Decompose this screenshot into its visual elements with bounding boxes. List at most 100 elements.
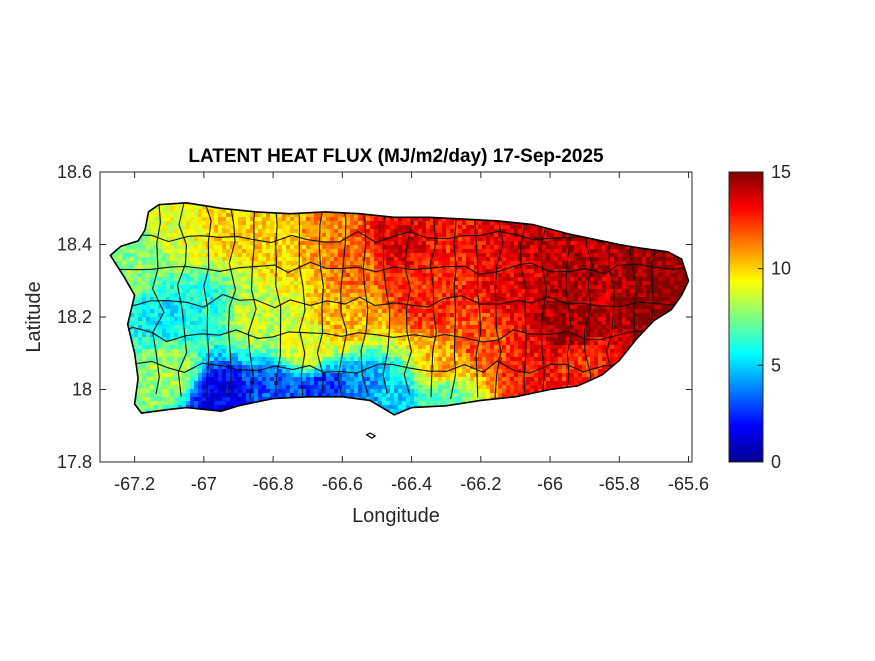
heat-cell (450, 313, 454, 317)
heat-cell (542, 325, 546, 329)
heat-cell (562, 273, 566, 277)
heat-cell (494, 329, 498, 333)
heat-cell (586, 281, 590, 285)
heat-cell (202, 245, 206, 249)
heat-cell (574, 305, 578, 309)
heat-cell (290, 285, 294, 289)
heat-cell (322, 213, 326, 217)
heat-cell (290, 297, 294, 301)
heat-cell (590, 313, 594, 317)
heat-cell (250, 309, 254, 313)
heat-cell (194, 269, 198, 273)
heat-cell (226, 313, 230, 317)
heat-cell (318, 293, 322, 297)
heat-cell (194, 237, 198, 241)
heat-cell (230, 277, 234, 281)
heat-cell (154, 281, 158, 285)
heat-cell (182, 241, 186, 245)
heat-cell (226, 273, 230, 277)
heat-cell (218, 297, 222, 301)
heat-cell (362, 321, 366, 325)
heat-cell (298, 213, 302, 217)
heat-cell (438, 313, 442, 317)
heat-cell (478, 277, 482, 281)
heat-cell (414, 309, 418, 313)
heat-cell (242, 285, 246, 289)
heat-cell (402, 265, 406, 269)
heat-cell (242, 317, 246, 321)
heat-cell (462, 273, 466, 277)
heat-cell (470, 321, 474, 325)
heat-cell (538, 313, 542, 317)
heat-cell (658, 313, 662, 317)
heat-cell (370, 325, 374, 329)
heat-cell (406, 281, 410, 285)
heat-cell (374, 281, 378, 285)
heat-cell (582, 241, 586, 245)
heat-cell (362, 313, 366, 317)
heat-cell (334, 269, 338, 273)
heat-cell (582, 245, 586, 249)
heat-cell (674, 265, 678, 269)
heat-cell (398, 297, 402, 301)
heat-cell (418, 221, 422, 225)
heat-cell (162, 305, 166, 309)
heat-cell (198, 253, 202, 257)
heat-cell (602, 241, 606, 245)
heat-cell (470, 305, 474, 309)
heat-cell (286, 313, 290, 317)
heat-cell (506, 273, 510, 277)
heat-cell (146, 277, 150, 281)
heat-cell (546, 277, 550, 281)
heat-cell (166, 285, 170, 289)
heat-cell (558, 289, 562, 293)
heat-cell (406, 225, 410, 229)
heat-cell (330, 305, 334, 309)
heat-cell (326, 329, 330, 333)
heat-cell (446, 245, 450, 249)
heat-cell (302, 233, 306, 237)
heat-cell (666, 281, 670, 285)
heat-cell (458, 237, 462, 241)
heat-cell (154, 253, 158, 257)
heat-cell (270, 261, 274, 265)
heat-cell (594, 317, 598, 321)
heat-cell (202, 289, 206, 293)
heat-cell (298, 313, 302, 317)
heat-cell (398, 309, 402, 313)
heat-cell (378, 277, 382, 281)
heat-cell (470, 325, 474, 329)
heat-cell (346, 253, 350, 257)
heat-cell (314, 253, 318, 257)
heat-cell (310, 313, 314, 317)
heat-cell (454, 289, 458, 293)
heat-cell (138, 249, 142, 253)
heat-cell (278, 221, 282, 225)
heat-cell (342, 245, 346, 249)
heat-cell (442, 257, 446, 261)
heat-cell (450, 297, 454, 301)
heat-cell (458, 269, 462, 273)
heat-cell (386, 305, 390, 309)
heat-cell (262, 325, 266, 329)
heat-cell (426, 329, 430, 333)
heat-cell (510, 237, 514, 241)
heat-cell (330, 329, 334, 333)
heat-cell (290, 277, 294, 281)
heat-cell (222, 277, 226, 281)
heat-cell (222, 325, 226, 329)
heat-cell (354, 221, 358, 225)
heat-cell (382, 309, 386, 313)
heat-cell (438, 217, 442, 221)
heat-cell (170, 269, 174, 273)
heat-cell (266, 269, 270, 273)
heat-cell (230, 293, 234, 297)
heat-cell (554, 245, 558, 249)
heat-cell (358, 221, 362, 225)
heat-cell (198, 305, 202, 309)
heat-cell (182, 273, 186, 277)
heat-cell (246, 261, 250, 265)
heat-cell (530, 229, 534, 233)
heat-cell (546, 273, 550, 277)
